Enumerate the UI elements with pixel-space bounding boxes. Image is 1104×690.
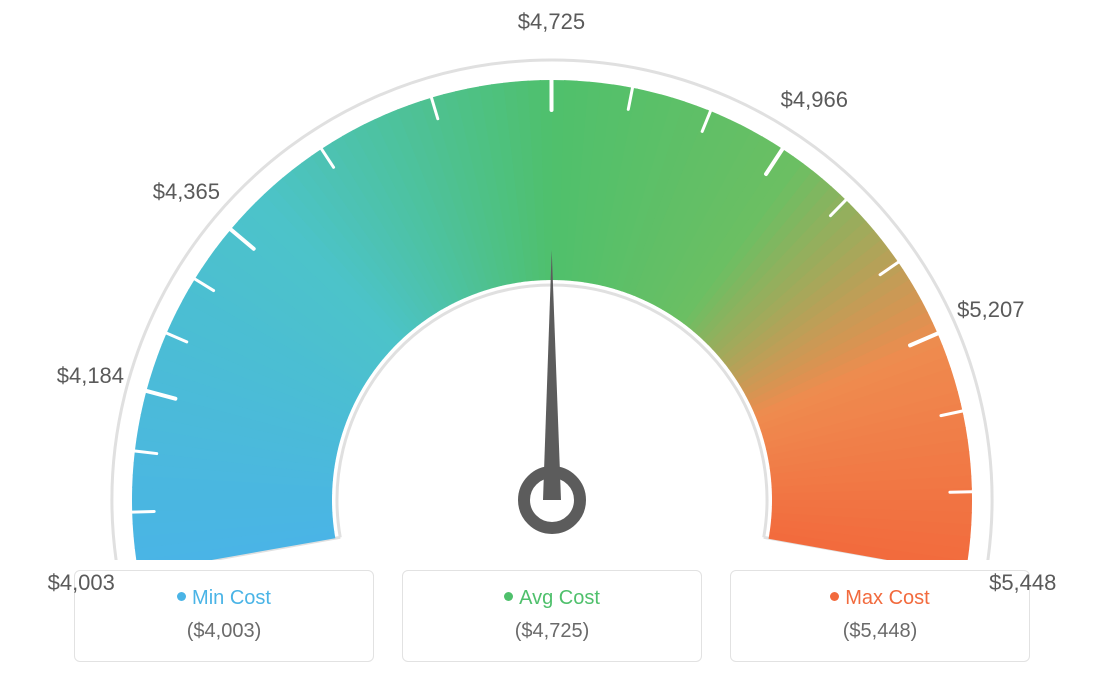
legend-title-avg-text: Avg Cost bbox=[519, 587, 600, 609]
gauge-chart: $4,003$4,184$4,365$4,725$4,966$5,207$5,4… bbox=[0, 0, 1104, 560]
gauge-tick-label: $4,003 bbox=[48, 570, 115, 596]
legend-dot-avg bbox=[504, 592, 513, 601]
legend-title-max: Max Cost bbox=[751, 587, 1009, 610]
legend-title-min: Min Cost bbox=[95, 587, 353, 610]
legend-title-min-text: Min Cost bbox=[192, 587, 271, 609]
legend-title-avg: Avg Cost bbox=[423, 587, 681, 610]
legend-title-max-text: Max Cost bbox=[845, 587, 929, 609]
legend-value-min: ($4,003) bbox=[95, 620, 353, 643]
legend-card-avg: Avg Cost ($4,725) bbox=[402, 570, 702, 662]
legend-dot-max bbox=[830, 592, 839, 601]
gauge-svg bbox=[0, 0, 1104, 560]
legend-card-max: Max Cost ($5,448) bbox=[730, 570, 1030, 662]
gauge-tick-label: $4,966 bbox=[781, 87, 848, 113]
gauge-tick-label: $4,365 bbox=[153, 179, 220, 205]
gauge-tick-label: $4,184 bbox=[57, 363, 124, 389]
legend-card-min: Min Cost ($4,003) bbox=[74, 570, 374, 662]
legend-dot-min bbox=[177, 592, 186, 601]
legend-value-avg: ($4,725) bbox=[423, 620, 681, 643]
legend-row: Min Cost ($4,003) Avg Cost ($4,725) Max … bbox=[0, 570, 1104, 662]
legend-value-max: ($5,448) bbox=[751, 620, 1009, 643]
gauge-tick-label: $4,725 bbox=[518, 9, 585, 35]
gauge-tick-label: $5,207 bbox=[957, 297, 1024, 323]
gauge-tick-label: $5,448 bbox=[989, 570, 1056, 596]
